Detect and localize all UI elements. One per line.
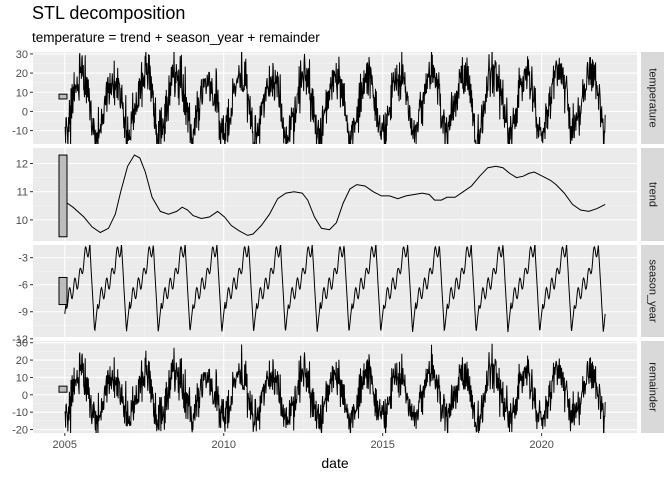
chart-title: STL decomposition [32, 3, 186, 23]
scale-bar-trend [58, 154, 68, 238]
facet-label-season_year: season_year [647, 260, 659, 323]
facet-label-trend: trend [647, 182, 659, 207]
x-tick-label: 2020 [529, 439, 553, 451]
y-tick-label-season_year: -12 [12, 334, 28, 346]
facet-strip-trend [641, 148, 664, 241]
chart-subtitle: temperature = trend + season_year + rema… [32, 30, 320, 45]
y-tick-label-temperature: 20 [16, 68, 28, 80]
series-line-trend [64, 154, 606, 236]
y-tick-label-temperature: 0 [22, 106, 28, 118]
y-tick-label-trend: 10 [16, 215, 28, 227]
y-tick-label-remainder: 10 [16, 372, 28, 384]
y-tick-label-remainder: -10 [12, 407, 28, 419]
y-tick-label-season_year: -6 [18, 280, 28, 292]
x-tick-label: 2010 [211, 439, 235, 451]
x-tick-label: 2005 [53, 439, 77, 451]
series-line-remainder [64, 343, 606, 433]
series-line-temperature [64, 52, 606, 144]
facet-strip-temperature [641, 52, 664, 144]
y-tick-label-remainder: -20 [12, 425, 28, 437]
facet-strip-season_year [641, 245, 664, 337]
panel-background-trend [33, 148, 637, 241]
facet-label-temperature: temperature [647, 68, 659, 127]
scale-bar-remainder [58, 385, 68, 393]
facet-label-remainder: remainder [647, 362, 659, 412]
y-tick-label-trend: 12 [16, 159, 28, 171]
x-tick-label: 2015 [370, 439, 394, 451]
y-tick-label-remainder: 30 [16, 338, 28, 350]
series-line-season_year [64, 245, 606, 333]
y-tick-label-temperature: -10 [12, 126, 28, 138]
y-tick-label-season_year: -9 [18, 307, 28, 319]
y-tick-label-remainder: 20 [16, 355, 28, 367]
y-tick-label-season_year: -3 [18, 253, 28, 265]
y-tick-label-trend: 11 [17, 187, 28, 199]
scale-bar-temperature [58, 93, 68, 100]
x-axis-label: date [321, 455, 348, 471]
y-tick-label-temperature: 10 [16, 87, 28, 99]
panel-background-remainder [33, 341, 637, 433]
scale-bar-season_year [58, 276, 68, 306]
facet-strip-remainder [641, 341, 664, 433]
y-tick-label-temperature: 30 [16, 49, 28, 61]
y-tick-label-remainder: 0 [22, 390, 28, 402]
